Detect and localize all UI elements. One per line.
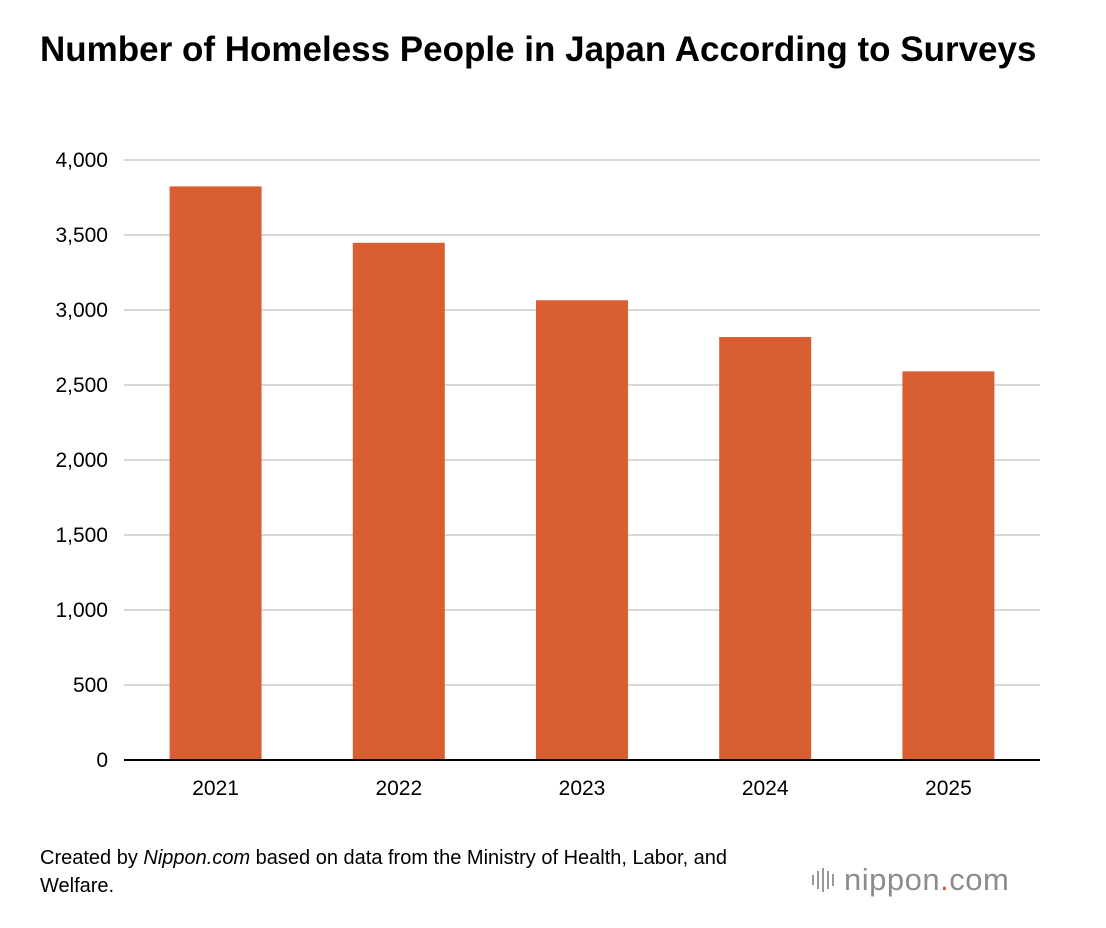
bars — [169, 186, 995, 761]
bar-2023 — [536, 300, 628, 760]
logo-text: nippon.com — [844, 862, 1009, 898]
source-note-suffix: based on data from the Ministry of Healt… — [40, 847, 728, 897]
y-tick-label: 2,500 — [55, 374, 108, 397]
x-tick-label: 2025 — [925, 777, 972, 800]
y-tick-label: 1,500 — [55, 524, 108, 547]
source-note: Created by Nippon.com based on data from… — [40, 844, 800, 900]
bar-2022 — [352, 242, 445, 761]
y-tick-label: 3,000 — [55, 299, 108, 322]
logo-dot: . — [940, 862, 950, 897]
x-tick-label: 2023 — [559, 777, 606, 800]
y-tick-label: 500 — [73, 674, 108, 697]
bar-2024 — [719, 337, 812, 760]
chart-title: Number of Homeless People in Japan Accor… — [40, 30, 1037, 69]
logo-name: nippon — [844, 862, 941, 897]
source-note-prefix: Created by — [40, 847, 144, 869]
logo-domain: com — [949, 862, 1010, 897]
bar-2025 — [902, 371, 995, 760]
y-tick-label: 2,000 — [55, 449, 108, 472]
sound-bars-icon — [812, 868, 834, 892]
nippon-logo[interactable]: nippon.com — [812, 862, 1009, 898]
y-tick-label: 4,000 — [55, 149, 108, 172]
x-axis-tick-labels: 2021 2022 2023 2024 2025 — [192, 777, 972, 800]
y-axis-tick-labels: 0 500 1,000 1,500 2,000 2,500 3,000 3,500 4,000 — [55, 149, 108, 772]
source-name: Nippon.com — [143, 847, 251, 869]
y-tick-label: 0 — [96, 749, 108, 772]
x-tick-label: 2022 — [375, 777, 422, 800]
y-tick-label: 1,000 — [55, 599, 108, 622]
x-tick-label: 2021 — [192, 777, 239, 800]
y-tick-label: 3,500 — [55, 224, 108, 247]
x-tick-label: 2024 — [742, 777, 789, 800]
bar-2021 — [169, 186, 262, 760]
